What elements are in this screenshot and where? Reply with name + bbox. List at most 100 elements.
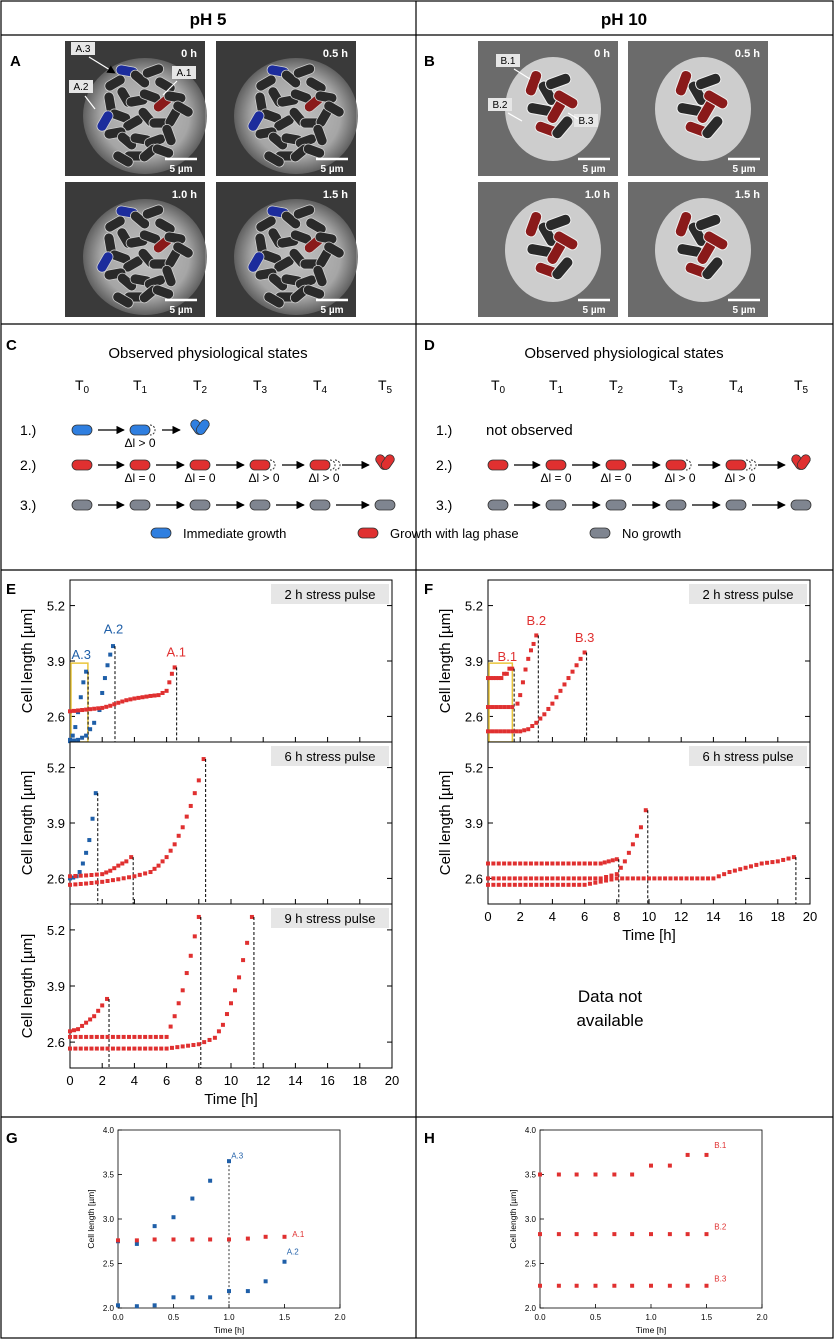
data-point xyxy=(89,1046,94,1051)
data-point xyxy=(566,882,571,887)
y-tick-label: 2.6 xyxy=(47,871,65,886)
stress-pulse-label: 9 h stress pulse xyxy=(284,911,375,926)
data-point xyxy=(510,705,515,710)
cell-state xyxy=(665,499,687,511)
data-point xyxy=(68,1029,72,1034)
data-point xyxy=(534,876,539,881)
data-point xyxy=(625,876,630,881)
data-point xyxy=(94,872,99,877)
data-point xyxy=(112,866,117,871)
data-point xyxy=(148,1046,153,1051)
x-tick-label: 4 xyxy=(131,1073,138,1088)
cell-length-plots: 5.2 3.9 2.6 Cell length [µm] 2 h stress puls… xyxy=(19,579,817,1108)
row-label: 2.) xyxy=(20,457,36,473)
data-point xyxy=(486,705,490,710)
data-point xyxy=(545,876,550,881)
cell-state xyxy=(725,499,747,511)
data-point xyxy=(143,1034,148,1039)
time-point: T1 xyxy=(549,377,564,396)
x-tick-label: 18 xyxy=(771,909,785,924)
data-point xyxy=(105,996,110,1001)
data-point xyxy=(227,1237,231,1242)
y-axis-label: Cell length [µm] xyxy=(19,771,36,876)
data-point xyxy=(127,1034,132,1039)
data-point xyxy=(523,882,528,887)
data-point xyxy=(78,1046,83,1051)
data-point xyxy=(237,975,242,980)
data-point xyxy=(727,870,732,875)
data-point xyxy=(245,1236,250,1241)
data-point xyxy=(685,1152,690,1157)
data-point xyxy=(70,733,75,738)
micro-time: 0.5 h xyxy=(735,48,760,60)
data-point xyxy=(227,1289,231,1294)
data-point xyxy=(550,882,555,887)
data-point xyxy=(124,698,129,703)
data-point xyxy=(496,882,501,887)
header-ph5: pH 5 xyxy=(190,10,227,29)
data-point xyxy=(245,940,250,945)
data-point xyxy=(528,876,533,881)
data-point xyxy=(100,1046,105,1051)
data-point xyxy=(148,1034,153,1039)
stress-pulse-label: 6 h stress pulse xyxy=(702,749,793,764)
data-point xyxy=(116,1034,121,1039)
data-point xyxy=(220,1022,225,1027)
data-point xyxy=(172,1014,177,1019)
data-point xyxy=(555,882,560,887)
data-point xyxy=(507,666,512,671)
data-point xyxy=(612,1283,617,1288)
data-point xyxy=(110,1034,115,1039)
data-point xyxy=(180,1044,185,1049)
data-point xyxy=(630,876,635,881)
data-point xyxy=(556,1172,561,1177)
data-point xyxy=(775,859,780,864)
x-tick-label: 6 xyxy=(163,1073,170,1088)
micro-time: 1.0 h xyxy=(172,189,197,201)
data-point xyxy=(555,861,560,866)
data-point xyxy=(507,882,512,887)
data-point xyxy=(152,866,157,871)
data-point xyxy=(732,868,737,873)
data-point xyxy=(80,735,85,740)
data-point xyxy=(542,712,547,717)
data-point xyxy=(159,1046,164,1051)
micro-tile: 0 h 5 µm A.3 A.2 A.1 xyxy=(65,41,207,176)
legend-swatch-nogrowth xyxy=(589,527,611,539)
svg-text:Δl > 0: Δl > 0 xyxy=(124,436,155,450)
data-point xyxy=(88,1017,93,1022)
data-point xyxy=(593,1283,598,1288)
series-label: A.2 xyxy=(287,1248,300,1257)
data-point xyxy=(96,706,101,711)
data-point xyxy=(144,694,149,699)
y-tick-label: 2.6 xyxy=(47,1035,65,1050)
data-point xyxy=(263,1234,268,1239)
cell-label: B.3 xyxy=(578,116,593,127)
data-point xyxy=(282,1234,287,1239)
data-point xyxy=(171,1215,176,1220)
data-point xyxy=(112,702,117,707)
data-point xyxy=(582,650,587,655)
data-point xyxy=(116,877,121,882)
data-point xyxy=(136,695,141,700)
data-point xyxy=(156,693,161,698)
data-point xyxy=(172,665,177,670)
data-point xyxy=(78,881,83,886)
data-point xyxy=(186,1043,191,1048)
data-point xyxy=(716,874,721,879)
stress-pulse-label: 2 h stress pulse xyxy=(284,587,375,602)
x-axis-label: Time [h] xyxy=(636,1325,666,1335)
cell-label: B.1 xyxy=(500,56,515,67)
data-point xyxy=(512,861,517,866)
legend-lag: Growth with lag phase xyxy=(390,526,519,541)
data-point xyxy=(116,1238,120,1243)
data-point xyxy=(100,690,105,695)
data-point xyxy=(598,861,603,866)
data-point xyxy=(137,1046,142,1051)
microscopy-images: 0 h 5 µm A.3 A.2 A.1 0.5 h 5 µm 1.0 h 5 µm 1.5 h 5… xyxy=(65,41,768,317)
data-point xyxy=(143,871,148,876)
series-label: B.1 xyxy=(714,1141,727,1150)
y-tick-label: 2.0 xyxy=(525,1304,537,1313)
